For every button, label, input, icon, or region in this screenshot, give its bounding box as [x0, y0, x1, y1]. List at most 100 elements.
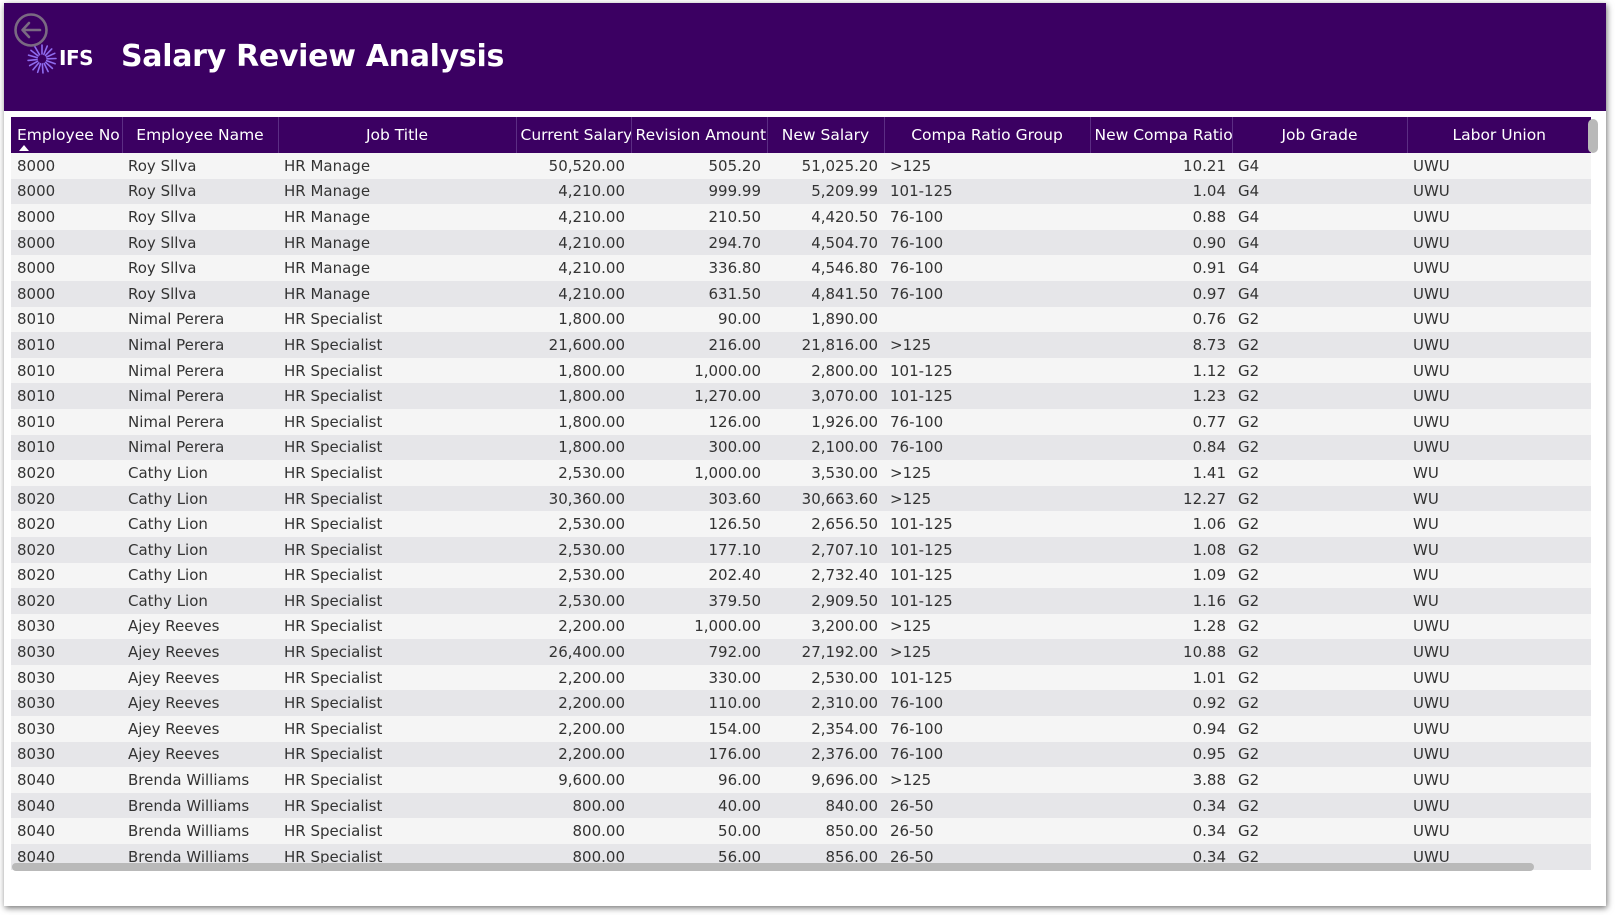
salary-table-visual[interactable]: Employee No Employee Name Job Title Current…	[11, 117, 1596, 899]
cell-compa-ratio-group: 76-100	[890, 412, 944, 431]
cell-current-salary: 2,200.00	[558, 617, 625, 636]
cell-job-grade: G2	[1238, 387, 1260, 406]
cell-revision-amount: 202.40	[708, 566, 762, 585]
table-row[interactable]: 8010 Nimal Perera HR Specialist 1,800.00 1,0…	[11, 357, 1591, 384]
cell-new-salary: 2,909.50	[811, 591, 878, 610]
table-row[interactable]: 8040 Brenda Williams HR Specialist 9,600.00…	[11, 767, 1591, 793]
table-row[interactable]: 8040 Brenda Williams HR Specialist 800.00 50…	[11, 818, 1591, 845]
table-row[interactable]: 8030 Ajey Reeves HR Specialist 26,400.00 792…	[11, 639, 1591, 665]
table-row[interactable]: 8010 Nimal Perera HR Specialist 1,800.00 90.…	[11, 306, 1591, 333]
sort-ascending-icon	[19, 145, 29, 151]
table-row[interactable]: 8030 Ajey Reeves HR Specialist 2,200.00 330.…	[11, 664, 1591, 691]
cell-current-salary: 4,210.00	[558, 207, 625, 226]
cell-new-salary: 856.00	[825, 847, 879, 866]
cell-job-title: HR Specialist	[284, 463, 383, 482]
cell-job-title: HR Specialist	[284, 617, 383, 636]
cell-job-grade: G2	[1238, 643, 1260, 662]
column-header-label: Employee Name	[136, 126, 264, 144]
column-header-labor-union[interactable]: Labor Union	[1407, 117, 1591, 153]
table-row[interactable]: 8030 Ajey Reeves HR Specialist 2,200.00 1,00…	[11, 613, 1591, 640]
table-row[interactable]: 8030 Ajey Reeves HR Specialist 2,200.00 176.…	[11, 741, 1591, 768]
cell-labor-union: WU	[1413, 489, 1439, 508]
cell-job-grade: G2	[1238, 796, 1260, 815]
table-row[interactable]: 8010 Nimal Perera HR Specialist 1,800.00 126…	[11, 408, 1591, 435]
cell-new-salary: 9,696.00	[811, 771, 878, 790]
table-row[interactable]: 8020 Cathy Lion HR Specialist 30,360.00 303.…	[11, 485, 1591, 512]
table-body: 8000 Roy Sllva HR Manage 50,520.00 505.20 51,…	[11, 153, 1591, 870]
table-row[interactable]: 8020 Cathy Lion HR Specialist 2,530.00 1,000…	[11, 460, 1591, 486]
table-row[interactable]: 8010 Nimal Perera HR Specialist 1,800.00 1,2…	[11, 383, 1591, 409]
column-header-compa-ratio-group[interactable]: Compa Ratio Group	[884, 117, 1091, 153]
table-row[interactable]: 8000 Roy Sllva HR Manage 50,520.00 505.20 51,…	[11, 153, 1591, 179]
cell-new-salary: 51,025.20	[801, 156, 878, 175]
cell-job-title: HR Specialist	[284, 771, 383, 790]
cell-new-compa-ratio: 10.88	[1183, 643, 1226, 662]
table-row[interactable]: 8030 Ajey Reeves HR Specialist 2,200.00 154.…	[11, 716, 1591, 742]
vertical-scrollbar[interactable]	[1588, 119, 1598, 153]
cell-labor-union: UWU	[1413, 668, 1450, 687]
cell-current-salary: 800.00	[572, 847, 626, 866]
column-header-employee-no[interactable]: Employee No	[11, 117, 123, 153]
table-row[interactable]: 8000 Roy Sllva HR Manage 4,210.00 210.50 4,42…	[11, 204, 1591, 230]
back-arrow-icon[interactable]	[13, 12, 49, 48]
column-header-new-compa-ratio[interactable]: New Compa Ratio	[1090, 117, 1233, 153]
table-row[interactable]: 8020 Cathy Lion HR Specialist 2,530.00 202.4…	[11, 562, 1591, 589]
table-row[interactable]: 8020 Cathy Lion HR Specialist 2,530.00 126.5…	[11, 511, 1591, 537]
cell-employee-no: 8010	[17, 335, 56, 354]
report-page: IFS Salary Review Analysis Employee No Em…	[4, 3, 1606, 906]
table-row[interactable]: 8000 Roy Sllva HR Manage 4,210.00 999.99 5,20…	[11, 178, 1591, 205]
cell-labor-union: UWU	[1413, 387, 1450, 406]
column-header-current-salary[interactable]: Current Salary	[516, 117, 632, 153]
table-row[interactable]: 8030 Ajey Reeves HR Specialist 2,200.00 110.…	[11, 690, 1591, 717]
cell-new-compa-ratio: 1.41	[1192, 463, 1226, 482]
cell-job-title: HR Manage	[284, 182, 371, 201]
cell-new-salary: 850.00	[825, 822, 879, 841]
report-header: IFS Salary Review Analysis	[4, 3, 1606, 111]
cell-revision-amount: 40.00	[718, 796, 761, 815]
column-header-employee-name[interactable]: Employee Name	[122, 117, 279, 153]
table-row[interactable]: 8000 Roy Sllva HR Manage 4,210.00 294.70 4,50…	[11, 229, 1591, 256]
table-row[interactable]: 8040 Brenda Williams HR Specialist 800.00 40…	[11, 792, 1591, 819]
cell-revision-amount: 999.99	[708, 182, 762, 201]
cell-new-compa-ratio: 1.12	[1192, 361, 1226, 380]
cell-employee-name: Brenda Williams	[128, 847, 250, 866]
table-row[interactable]: 8020 Cathy Lion HR Specialist 2,530.00 379.5…	[11, 588, 1591, 614]
cell-employee-no: 8030	[17, 694, 56, 713]
cell-employee-no: 8010	[17, 310, 56, 329]
cell-job-grade: G4	[1238, 284, 1260, 303]
horizontal-scrollbar[interactable]	[12, 863, 1534, 871]
cell-employee-no: 8040	[17, 822, 56, 841]
cell-employee-no: 8020	[17, 515, 56, 534]
cell-job-grade: G2	[1238, 438, 1260, 457]
cell-new-compa-ratio: 0.34	[1192, 796, 1226, 815]
cell-new-compa-ratio: 1.28	[1192, 617, 1226, 636]
cell-job-title: HR Manage	[284, 284, 371, 303]
column-header-new-salary[interactable]: New Salary	[767, 117, 885, 153]
cell-labor-union: UWU	[1413, 847, 1450, 866]
cell-new-salary: 2,732.40	[811, 566, 878, 585]
cell-job-grade: G4	[1238, 156, 1260, 175]
column-header-revision-amount[interactable]: Revision Amount	[631, 117, 768, 153]
cell-job-grade: G2	[1238, 361, 1260, 380]
cell-job-title: HR Specialist	[284, 438, 383, 457]
cell-current-salary: 2,200.00	[558, 719, 625, 738]
cell-compa-ratio-group: 76-100	[890, 207, 944, 226]
table-row[interactable]: 8010 Nimal Perera HR Specialist 1,800.00 300…	[11, 434, 1591, 461]
cell-job-title: HR Specialist	[284, 822, 383, 841]
table-row[interactable]: 8020 Cathy Lion HR Specialist 2,530.00 177.1…	[11, 536, 1591, 563]
cell-employee-no: 8030	[17, 617, 56, 636]
column-header-job-title[interactable]: Job Title	[278, 117, 517, 153]
table-row[interactable]: 8000 Roy Sllva HR Manage 4,210.00 336.80 4,54…	[11, 255, 1591, 281]
table-row[interactable]: 8000 Roy Sllva HR Manage 4,210.00 631.50 4,84…	[11, 280, 1591, 307]
cell-new-compa-ratio: 0.91	[1192, 259, 1226, 278]
cell-labor-union: UWU	[1413, 412, 1450, 431]
cell-employee-name: Roy Sllva	[128, 233, 197, 252]
cell-compa-ratio-group: 76-100	[890, 694, 944, 713]
cell-labor-union: UWU	[1413, 310, 1450, 329]
cell-compa-ratio-group: 101-125	[890, 668, 953, 687]
cell-revision-amount: 379.50	[708, 591, 762, 610]
cell-employee-name: Cathy Lion	[128, 566, 208, 585]
cell-revision-amount: 96.00	[718, 771, 761, 790]
column-header-job-grade[interactable]: Job Grade	[1232, 117, 1408, 153]
table-row[interactable]: 8010 Nimal Perera HR Specialist 21,600.00 21…	[11, 332, 1591, 358]
